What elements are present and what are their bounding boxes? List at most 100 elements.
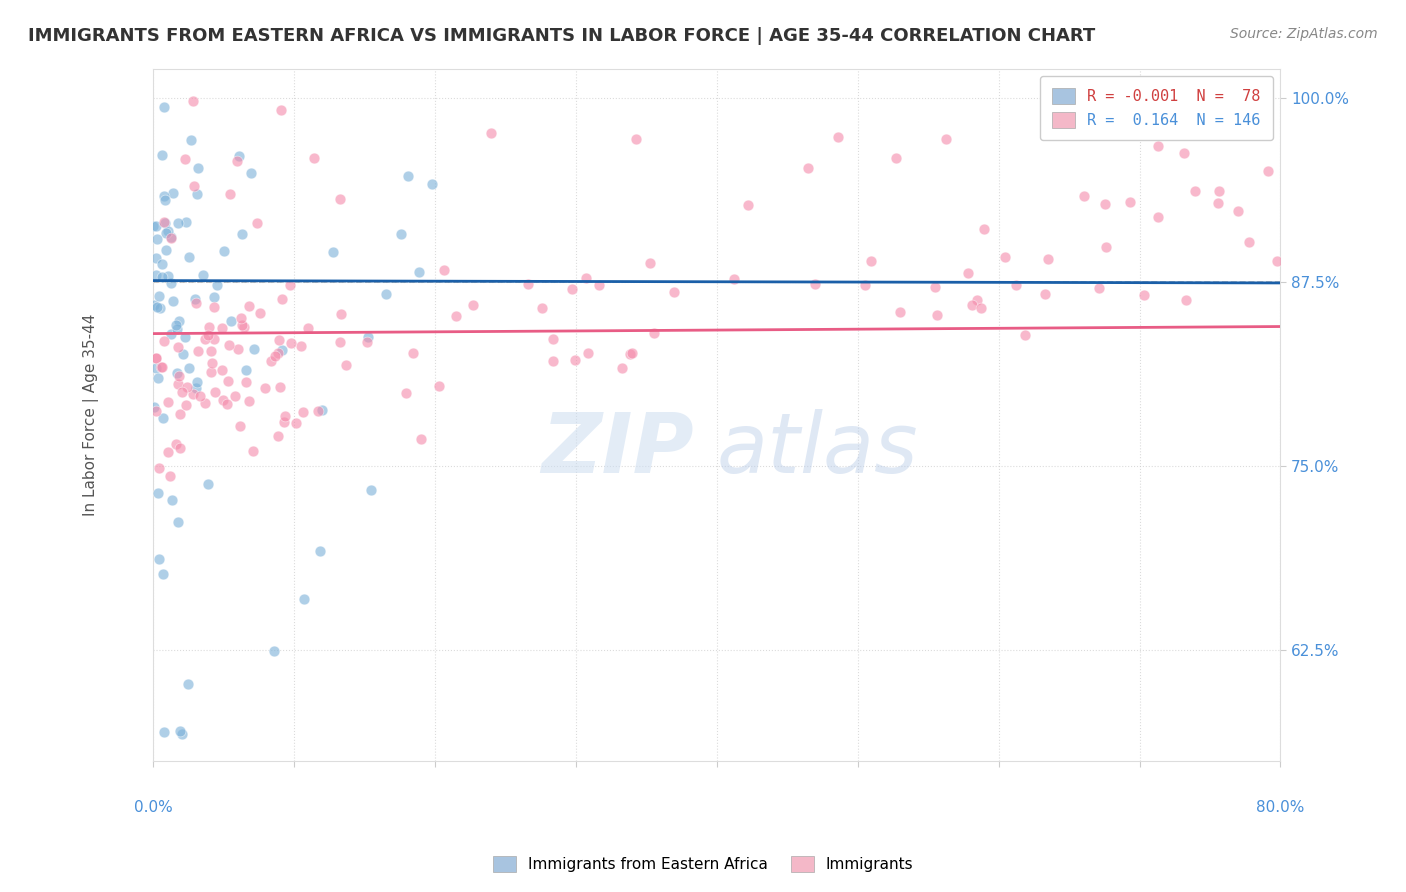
Point (924, 280, 946, 294)
Point (194, 396, 217, 410)
Point (183, 292, 205, 306)
Point (167, 377, 190, 392)
Point (994, 250, 1017, 264)
Point (150, 360, 173, 375)
Point (395, 386, 418, 401)
Point (166, 321, 188, 335)
Point (1132, 287, 1154, 301)
Point (804, 277, 827, 291)
Point (1146, 138, 1168, 153)
Point (827, 129, 849, 144)
Point (149, 301, 172, 315)
Point (184, 296, 207, 310)
Point (177, 361, 200, 376)
Point (218, 338, 240, 352)
Point (146, 232, 169, 246)
Point (225, 154, 247, 169)
Point (152, 567, 174, 582)
Point (183, 387, 205, 401)
Point (186, 186, 208, 201)
Point (169, 407, 191, 421)
Point (620, 346, 643, 360)
Point (973, 222, 995, 236)
Point (1073, 189, 1095, 203)
Point (1208, 184, 1230, 198)
Point (889, 305, 911, 319)
Point (167, 515, 190, 529)
Point (180, 133, 202, 147)
Point (479, 126, 502, 140)
Point (143, 401, 166, 415)
Point (145, 403, 167, 417)
Point (935, 132, 957, 146)
Point (269, 380, 291, 394)
Point (184, 381, 207, 395)
Point (1095, 240, 1118, 254)
Point (212, 244, 235, 258)
Point (322, 245, 344, 260)
Point (181, 95, 204, 109)
Point (153, 188, 176, 202)
Point (1257, 164, 1279, 178)
Point (886, 151, 908, 165)
Point (145, 351, 167, 365)
Point (217, 375, 239, 389)
Point (186, 375, 208, 389)
Point (270, 103, 292, 117)
Point (172, 347, 194, 361)
Point (201, 356, 224, 370)
Point (290, 339, 312, 353)
Point (543, 332, 565, 346)
Point (797, 161, 820, 176)
Point (187, 161, 209, 176)
Point (356, 334, 378, 349)
Point (146, 371, 169, 385)
Point (167, 314, 190, 328)
Point (148, 460, 170, 475)
Point (165, 437, 187, 451)
Point (249, 306, 271, 320)
Point (167, 369, 190, 384)
Point (148, 289, 170, 303)
Point (153, 216, 176, 230)
Point (267, 346, 290, 360)
Point (280, 336, 302, 351)
Point (1146, 210, 1168, 224)
Point (408, 265, 430, 279)
Point (197, 328, 219, 343)
Point (150, 257, 173, 271)
Point (297, 321, 319, 335)
Point (292, 592, 315, 607)
Point (145, 219, 167, 233)
Point (183, 179, 205, 194)
Point (302, 151, 325, 165)
Point (962, 297, 984, 311)
Point (148, 551, 170, 566)
Text: In Labor Force | Age 35-44: In Labor Force | Age 35-44 (83, 313, 100, 516)
Point (308, 543, 330, 558)
Point (229, 418, 252, 433)
Point (194, 332, 217, 346)
Point (173, 152, 195, 166)
Legend: R = -0.001  N =  78, R =  0.164  N = 146: R = -0.001 N = 78, R = 0.164 N = 146 (1040, 76, 1272, 140)
Point (200, 343, 222, 358)
Point (859, 254, 882, 268)
Point (541, 353, 564, 368)
Point (278, 277, 301, 292)
Text: 0.0%: 0.0% (134, 799, 173, 814)
Point (274, 409, 297, 424)
Point (396, 169, 419, 183)
Point (260, 353, 283, 368)
Point (231, 318, 253, 332)
Point (165, 318, 187, 332)
Point (853, 278, 876, 293)
Point (145, 251, 167, 265)
Point (427, 379, 450, 393)
Point (146, 300, 169, 314)
Point (197, 320, 219, 334)
Point (357, 330, 380, 344)
Point (640, 255, 662, 269)
Text: atlas: atlas (717, 409, 918, 490)
Point (330, 307, 353, 321)
Point (927, 308, 949, 322)
